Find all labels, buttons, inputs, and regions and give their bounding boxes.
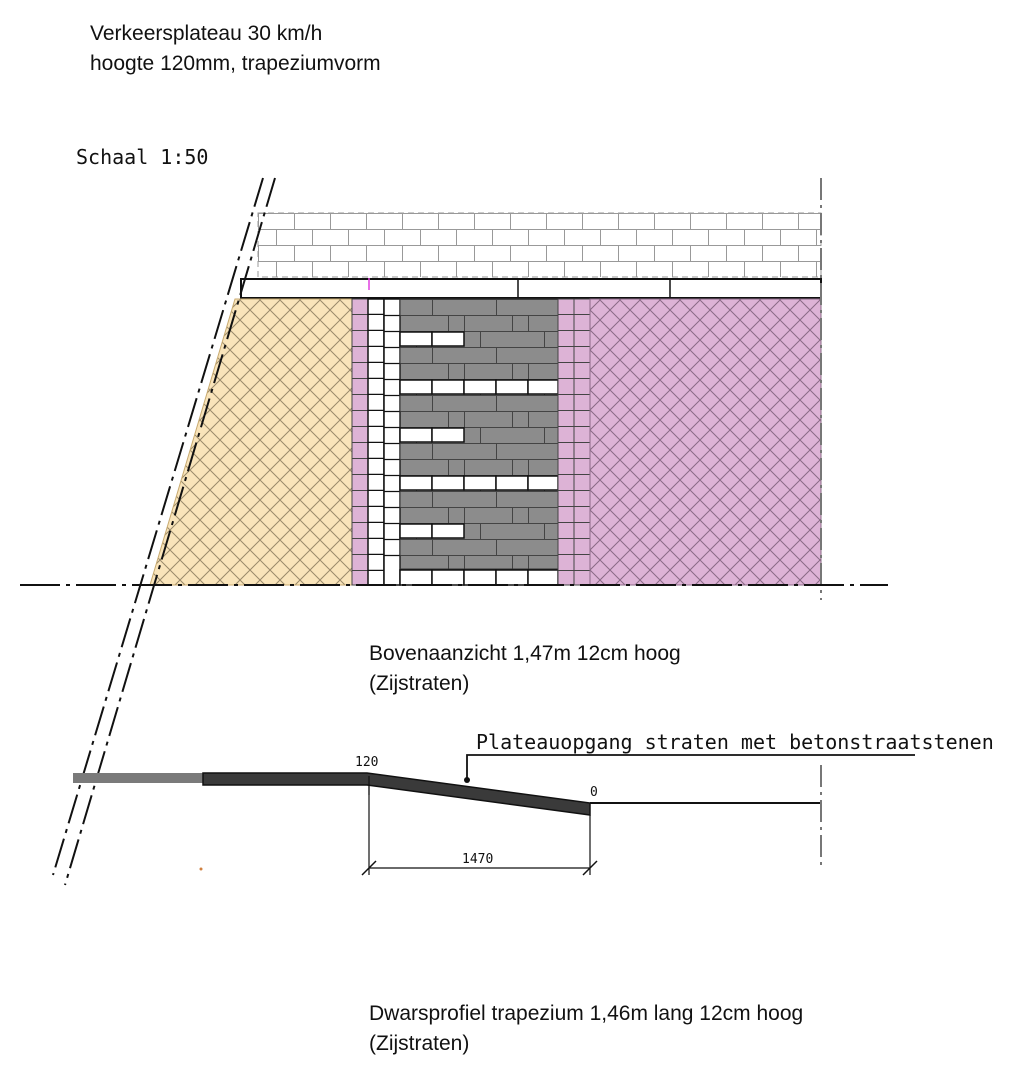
cross-profile [73,754,915,876]
leader-label: Plateauopgang straten met betonstraatste… [476,730,994,754]
title-line-2: hoogte 120mm, trapeziumvorm [90,52,381,75]
break-lines [52,177,276,886]
white-marking-bars [399,331,559,586]
dimension-length: 1470 [462,852,494,867]
title-line-1: Verkeersplateau 30 km/h [90,22,323,45]
leader-line [466,754,915,780]
top-view-caption-line-2: (Zijstraten) [369,672,470,695]
top-view-caption-line-1: Bovenaanzicht 1,47m 12cm hoog [369,642,681,665]
pink-border-right [557,298,575,586]
profile-caption-line-2: (Zijstraten) [369,1032,470,1055]
profile-caption-line-1: Dwarsprofiel trapezium 1,46m lang 12cm h… [369,1002,804,1025]
curb [240,278,822,299]
top-view [20,178,888,600]
sand-paving-area [149,298,353,586]
scale-label: Schaal 1:50 [76,145,209,169]
white-marking-column [367,298,385,586]
dimension-height-bottom: 0 [590,785,598,800]
dimension-height-top: 120 [355,755,379,770]
pink-border-left [351,298,369,586]
pink-paving-area [589,298,822,586]
sidewalk-tiles [257,212,822,278]
